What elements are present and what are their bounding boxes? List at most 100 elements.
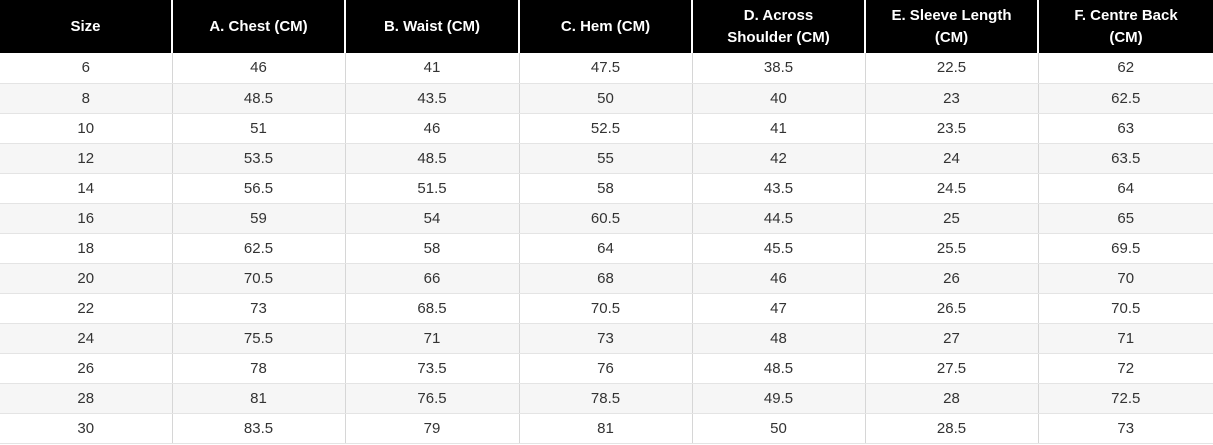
cell-chest: 78 — [172, 353, 346, 384]
cell-size: 28 — [0, 383, 173, 414]
cell-across-shoulder: 41 — [692, 113, 866, 144]
header-line: C. Hem (CM) — [560, 17, 651, 35]
cell-waist: 51.5 — [345, 173, 520, 204]
cell-chest: 70.5 — [172, 263, 346, 294]
cell-hem: 68 — [519, 263, 693, 294]
cell-centre-back: 64 — [1038, 173, 1213, 204]
header-line: A. Chest (CM) — [209, 17, 308, 35]
cell-sleeve-length: 24.5 — [865, 173, 1039, 204]
cell-hem: 70.5 — [519, 293, 693, 324]
cell-chest: 53.5 — [172, 143, 346, 174]
table-body: 6 46 41 47.5 38.5 22.5 62 8 48.5 43.5 50 40 23 62.5 10… — [0, 53, 1213, 444]
cell-across-shoulder: 43.5 — [692, 173, 866, 204]
cell-across-shoulder: 48 — [692, 323, 866, 354]
cell-sleeve-length: 24 — [865, 143, 1039, 174]
header-chest: A. Chest (CM) — [172, 0, 346, 53]
table-row: 20 70.5 66 68 46 26 70 — [0, 263, 1213, 294]
cell-across-shoulder: 48.5 — [692, 353, 866, 384]
header-across-shoulder: D. Across Shoulder (CM) — [692, 0, 866, 53]
cell-size: 26 — [0, 353, 173, 384]
header-line: Size — [70, 17, 101, 35]
header-centre-back: F. Centre Back (CM) — [1038, 0, 1213, 53]
cell-sleeve-length: 23 — [865, 83, 1039, 114]
cell-hem: 52.5 — [519, 113, 693, 144]
header-hem: C. Hem (CM) — [519, 0, 693, 53]
table-row: 18 62.5 58 64 45.5 25.5 69.5 — [0, 233, 1213, 264]
cell-waist: 54 — [345, 203, 520, 234]
cell-chest: 59 — [172, 203, 346, 234]
cell-chest: 75.5 — [172, 323, 346, 354]
cell-across-shoulder: 40 — [692, 83, 866, 114]
cell-waist: 76.5 — [345, 383, 520, 414]
cell-across-shoulder: 47 — [692, 293, 866, 324]
cell-centre-back: 73 — [1038, 413, 1213, 444]
header-line: E. Sleeve Length — [891, 6, 1012, 24]
cell-centre-back: 65 — [1038, 203, 1213, 234]
cell-hem: 58 — [519, 173, 693, 204]
cell-hem: 50 — [519, 83, 693, 114]
cell-hem: 55 — [519, 143, 693, 174]
header-line: B. Waist (CM) — [383, 17, 481, 35]
cell-waist: 73.5 — [345, 353, 520, 384]
cell-sleeve-length: 28.5 — [865, 413, 1039, 444]
cell-centre-back: 72 — [1038, 353, 1213, 384]
cell-size: 20 — [0, 263, 173, 294]
header-line: (CM) — [934, 28, 969, 46]
cell-size: 30 — [0, 413, 173, 444]
cell-hem: 81 — [519, 413, 693, 444]
cell-size: 24 — [0, 323, 173, 354]
cell-waist: 43.5 — [345, 83, 520, 114]
cell-size: 6 — [0, 53, 173, 84]
table-row: 24 75.5 71 73 48 27 71 — [0, 323, 1213, 354]
header-line: Shoulder (CM) — [727, 28, 830, 46]
table-row: 6 46 41 47.5 38.5 22.5 62 — [0, 53, 1213, 84]
table-row: 14 56.5 51.5 58 43.5 24.5 64 — [0, 173, 1213, 204]
cell-chest: 73 — [172, 293, 346, 324]
cell-centre-back: 63.5 — [1038, 143, 1213, 174]
cell-size: 12 — [0, 143, 173, 174]
cell-chest: 48.5 — [172, 83, 346, 114]
cell-waist: 68.5 — [345, 293, 520, 324]
cell-waist: 66 — [345, 263, 520, 294]
cell-centre-back: 69.5 — [1038, 233, 1213, 264]
cell-centre-back: 62.5 — [1038, 83, 1213, 114]
cell-across-shoulder: 46 — [692, 263, 866, 294]
cell-size: 14 — [0, 173, 173, 204]
cell-size: 22 — [0, 293, 173, 324]
cell-across-shoulder: 50 — [692, 413, 866, 444]
table-row: 16 59 54 60.5 44.5 25 65 — [0, 203, 1213, 234]
table-row: 30 83.5 79 81 50 28.5 73 — [0, 413, 1213, 444]
cell-chest: 83.5 — [172, 413, 346, 444]
header-line: D. Across — [743, 6, 814, 24]
cell-sleeve-length: 28 — [865, 383, 1039, 414]
cell-waist: 48.5 — [345, 143, 520, 174]
cell-waist: 71 — [345, 323, 520, 354]
cell-hem: 64 — [519, 233, 693, 264]
cell-size: 18 — [0, 233, 173, 264]
cell-hem: 47.5 — [519, 53, 693, 84]
cell-hem: 76 — [519, 353, 693, 384]
table-row: 26 78 73.5 76 48.5 27.5 72 — [0, 353, 1213, 384]
cell-centre-back: 62 — [1038, 53, 1213, 84]
cell-across-shoulder: 45.5 — [692, 233, 866, 264]
cell-sleeve-length: 25 — [865, 203, 1039, 234]
table-header: Size A. Chest (CM) B. Waist (CM) C. Hem … — [0, 0, 1213, 53]
header-waist: B. Waist (CM) — [345, 0, 520, 53]
cell-sleeve-length: 23.5 — [865, 113, 1039, 144]
cell-sleeve-length: 27.5 — [865, 353, 1039, 384]
cell-chest: 56.5 — [172, 173, 346, 204]
cell-across-shoulder: 49.5 — [692, 383, 866, 414]
header-sleeve-length: E. Sleeve Length (CM) — [865, 0, 1039, 53]
cell-chest: 46 — [172, 53, 346, 84]
cell-chest: 81 — [172, 383, 346, 414]
table-row: 28 81 76.5 78.5 49.5 28 72.5 — [0, 383, 1213, 414]
header-size: Size — [0, 0, 173, 53]
table-row: 8 48.5 43.5 50 40 23 62.5 — [0, 83, 1213, 114]
table-row: 22 73 68.5 70.5 47 26.5 70.5 — [0, 293, 1213, 324]
cell-waist: 41 — [345, 53, 520, 84]
cell-centre-back: 63 — [1038, 113, 1213, 144]
header-row: Size A. Chest (CM) B. Waist (CM) C. Hem … — [0, 0, 1213, 53]
cell-across-shoulder: 44.5 — [692, 203, 866, 234]
cell-waist: 46 — [345, 113, 520, 144]
